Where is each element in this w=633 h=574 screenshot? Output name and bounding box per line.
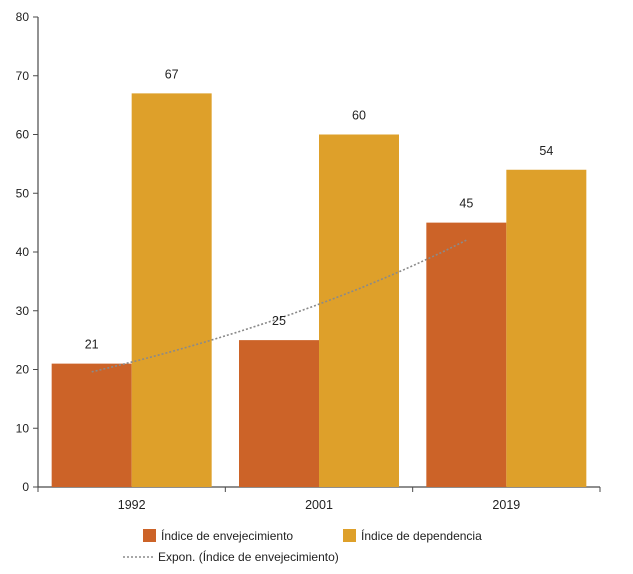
- bar: [131, 93, 212, 487]
- data-label: 25: [272, 314, 286, 328]
- data-labels: 21 67 25 60 45 54: [85, 67, 554, 351]
- y-tick-label: 10: [16, 421, 30, 435]
- bar: [506, 169, 587, 487]
- legend-label: Índice de envejecimiento: [161, 528, 293, 543]
- legend-swatch: [143, 529, 156, 542]
- legend: Índice de envejecimiento Índice de depend…: [123, 528, 482, 564]
- y-tick-label: 0: [22, 480, 29, 494]
- y-tick-label: 80: [16, 10, 30, 24]
- y-tick-label: 30: [16, 304, 30, 318]
- data-label: 21: [85, 338, 99, 352]
- x-tick-label: 1992: [118, 498, 146, 512]
- legend-label: Expon. (Índice de envejecimiento): [158, 549, 339, 564]
- trendline-group: [91, 239, 467, 373]
- data-label: 54: [539, 144, 553, 158]
- bars: [51, 93, 587, 487]
- bar: [239, 340, 319, 487]
- trendline: [91, 239, 467, 373]
- x-tick-label: 2001: [305, 498, 333, 512]
- data-label: 60: [352, 109, 366, 123]
- data-label: 45: [459, 197, 473, 211]
- y-tick-label: 20: [16, 363, 30, 377]
- legend-label: Índice de dependencia: [361, 528, 482, 543]
- y-tick-label: 40: [16, 245, 30, 259]
- legend-swatch: [343, 529, 356, 542]
- y-tick-label: 60: [16, 128, 30, 142]
- bar: [51, 363, 132, 487]
- y-tick-label: 70: [16, 69, 30, 83]
- data-label: 67: [165, 67, 179, 81]
- x-tick-label: 2019: [492, 498, 520, 512]
- y-tick-label: 50: [16, 186, 30, 200]
- bar: [426, 222, 507, 487]
- bar: [319, 134, 399, 487]
